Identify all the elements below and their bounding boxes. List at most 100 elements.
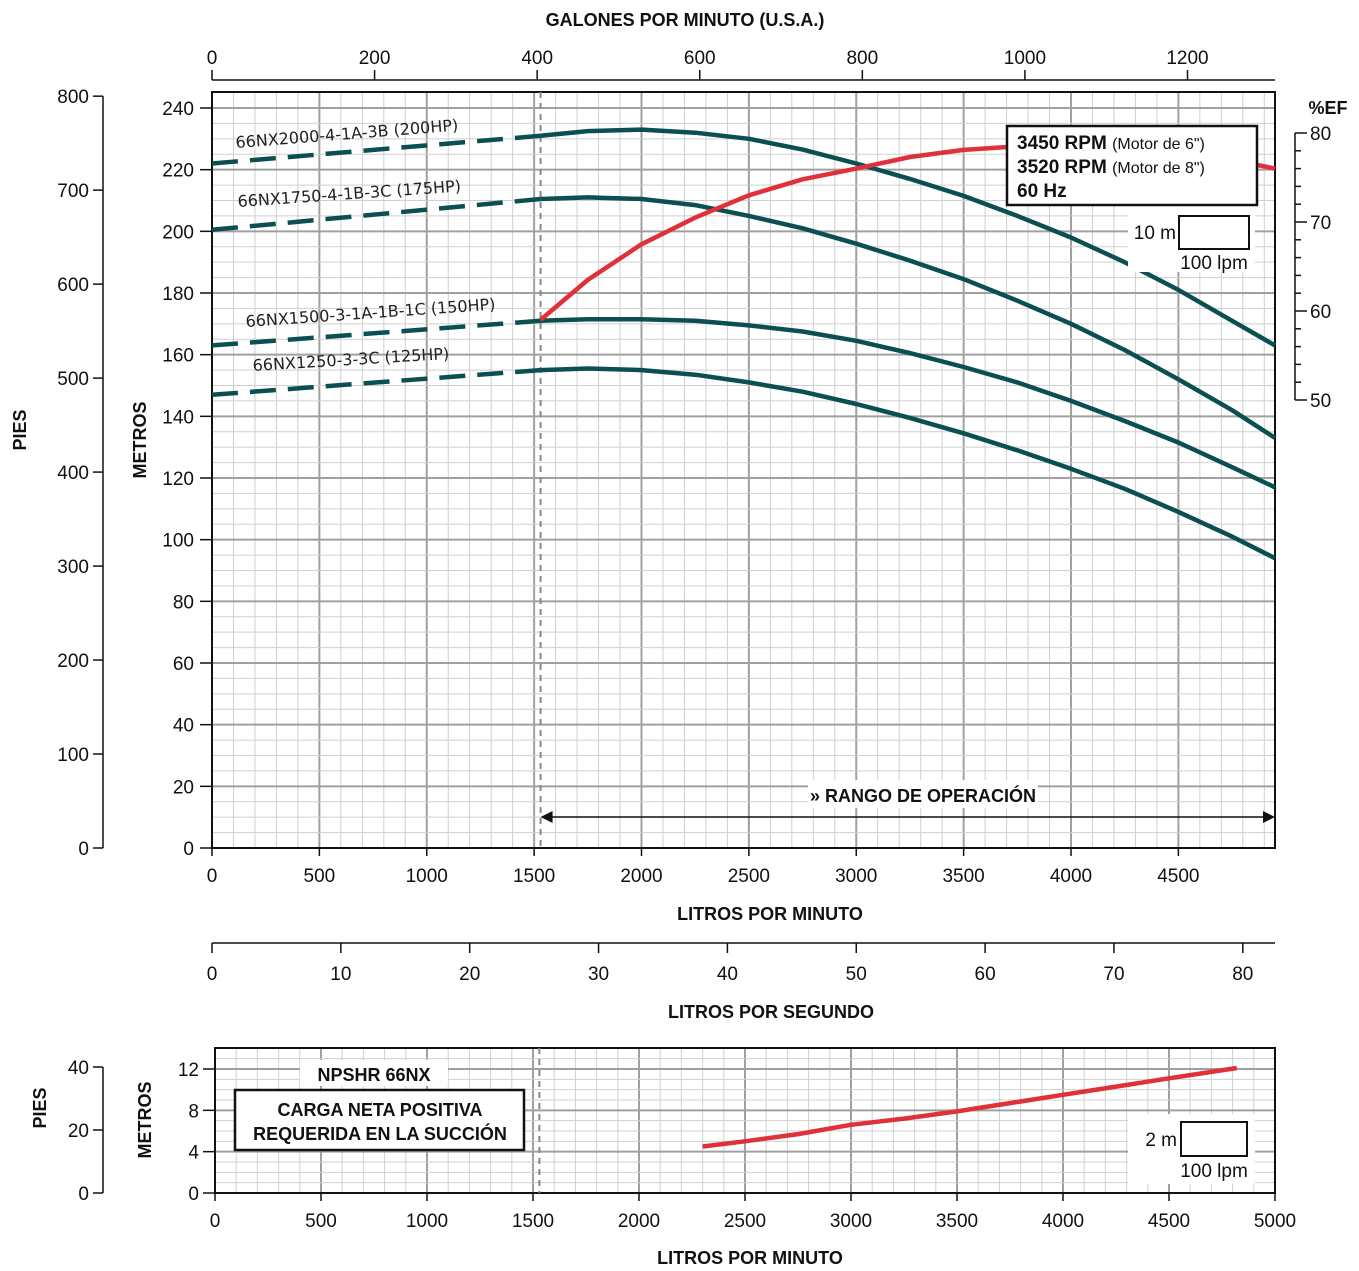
x-tick-label: 1500	[513, 866, 555, 887]
x-tick-label: 4500	[1157, 866, 1199, 887]
head-curve-dashed-3	[211, 318, 541, 348]
x-tick-label: 2500	[728, 866, 770, 887]
lps-axis-title: LITROS POR SEGUNDO	[668, 1002, 874, 1022]
scale-box-horizontal-label: 100 lpm	[1180, 253, 1248, 274]
y-tick-label: 160	[162, 346, 194, 367]
npsh-x-tick-label: 5000	[1254, 1211, 1296, 1232]
pies-tick-label: 600	[57, 275, 89, 296]
head-curve-3	[540, 316, 1276, 490]
gpm-tick-label: 1200	[1166, 48, 1208, 69]
main-x-axis-title: LITROS POR MINUTO	[677, 904, 863, 924]
lps-tick-label: 30	[588, 964, 609, 985]
top-axis-title: GALONES POR MINUTO (U.S.A.)	[546, 10, 825, 30]
efficiency-tick-label: 50	[1310, 391, 1331, 412]
y-tick-label: 140	[162, 407, 194, 428]
pies-tick-label: 700	[57, 181, 89, 202]
lps-tick-label: 40	[717, 964, 738, 985]
efficiency-axis-title: %EF	[1308, 98, 1347, 118]
lps-tick-label: 70	[1103, 964, 1124, 985]
npsh-x-tick-label: 3500	[936, 1211, 978, 1232]
npsh-x-tick-label: 4500	[1148, 1211, 1190, 1232]
head-curve-dashed-1	[211, 133, 541, 166]
head-curve-2	[540, 195, 1277, 440]
rpm-8-line: 3520 RPM (Motor de 8")	[1017, 157, 1205, 178]
rpm-6-label: 3450 RPM	[1017, 133, 1107, 154]
gpm-tick-label: 0	[207, 48, 218, 69]
npsh-pies-tick-label: 20	[68, 1121, 89, 1142]
y-tick-label: 180	[162, 284, 194, 305]
npsh-metros-axis-title: METROS	[135, 1081, 155, 1158]
operating-range-label: » RANGO DE OPERACIÓN	[810, 785, 1036, 806]
npsh-pies-tick-label: 40	[68, 1058, 89, 1079]
npsh-x-tick-label: 2000	[618, 1211, 660, 1232]
npsh-x-tick-label: 4000	[1042, 1211, 1084, 1232]
npsh-title: NPSHR 66NX	[317, 1065, 430, 1085]
y-tick-label: 80	[173, 592, 194, 613]
axes-layer: 0 500 1000 1500 2000 2500 3000 3500 4000 45000204…	[57, 48, 1331, 1232]
main-plot-frame	[211, 91, 1276, 849]
gpm-tick-label: 200	[359, 48, 391, 69]
arrowhead-right	[1263, 811, 1276, 823]
lps-tick-label: 80	[1232, 964, 1253, 985]
head-curve-1	[540, 127, 1277, 348]
pies-axis-title: PIES	[10, 409, 30, 450]
npsh-curve	[702, 1065, 1238, 1149]
gpm-tick-label: 1000	[1004, 48, 1046, 69]
x-tick-label: 0	[207, 866, 218, 887]
scale-box-vertical-label: 10 m	[1134, 223, 1176, 244]
lps-tick-label: 60	[975, 964, 996, 985]
npsh-x-tick-label: 500	[305, 1211, 337, 1232]
x-tick-label: 500	[304, 866, 336, 887]
npsh-note-line-1: CARGA NETA POSITIVA	[277, 1100, 482, 1120]
pies-tick-label: 300	[57, 557, 89, 578]
rpm-info-box: 3450 RPM (Motor de 6") 3520 RPM (Motor d…	[1005, 124, 1259, 207]
npsh-y-tick-label: 0	[188, 1184, 199, 1205]
rpm-8-note: (Motor de 8")	[1112, 160, 1205, 177]
curves-layer	[211, 92, 1277, 1193]
x-tick-label: 2000	[620, 866, 662, 887]
head-curve-4	[540, 366, 1277, 561]
arrowhead-left	[540, 811, 553, 823]
pies-tick-label: 100	[57, 745, 89, 766]
npsh-x-tick-label: 3000	[830, 1211, 872, 1232]
operating-range-label-bg	[808, 780, 1038, 808]
lps-tick-label: 20	[459, 964, 480, 985]
y-tick-label: 120	[162, 469, 194, 490]
npsh-x-tick-label: 0	[210, 1211, 221, 1232]
x-tick-label: 4000	[1050, 866, 1092, 887]
y-tick-label: 100	[162, 531, 194, 552]
npsh-pies-tick-label: 0	[78, 1184, 89, 1205]
npsh-pies-axis-title: PIES	[30, 1087, 50, 1128]
pies-tick-label: 400	[57, 463, 89, 484]
npsh-note-line-2: REQUERIDA EN LA SUCCIÓN	[253, 1123, 507, 1144]
y-tick-label: 220	[162, 161, 194, 182]
scale-box-rect	[1178, 215, 1250, 250]
npsh-scale-box-bg	[1128, 1114, 1255, 1184]
npsh-y-tick-label: 12	[178, 1060, 199, 1081]
series-label-2: 66NX1750-4-1B-3C (175HP)	[237, 176, 462, 211]
pies-tick-label: 0	[78, 839, 89, 860]
npsh-scale-box-horizontal-label: 100 lpm	[1180, 1161, 1248, 1182]
npsh-x-axis-title: LITROS POR MINUTO	[657, 1248, 843, 1268]
y-tick-label: 40	[173, 716, 194, 737]
y-tick-label: 60	[173, 654, 194, 675]
svg-text:3450 RPM (Motor de 6"): 3450 RPM (Motor de 6")	[1017, 133, 1205, 154]
npsh-x-tick-label: 1000	[406, 1211, 448, 1232]
npsh-title-bg	[300, 1060, 448, 1086]
rpm-6-note: (Motor de 6")	[1112, 136, 1205, 153]
npsh-scale-box-rect	[1180, 1121, 1248, 1157]
x-tick-label: 3000	[835, 866, 877, 887]
lps-tick-label: 50	[846, 964, 867, 985]
npsh-y-tick-label: 4	[188, 1143, 199, 1164]
gpm-tick-label: 600	[684, 48, 716, 69]
efficiency-tick-label: 60	[1310, 302, 1331, 323]
npsh-note-frame	[233, 1088, 526, 1152]
head-curve-dashed-2	[211, 196, 541, 233]
efficiency-tick-label: 70	[1310, 213, 1331, 234]
npsh-x-tick-label: 2500	[724, 1211, 766, 1232]
y-tick-label: 20	[173, 777, 194, 798]
y-tick-label: 200	[162, 222, 194, 243]
